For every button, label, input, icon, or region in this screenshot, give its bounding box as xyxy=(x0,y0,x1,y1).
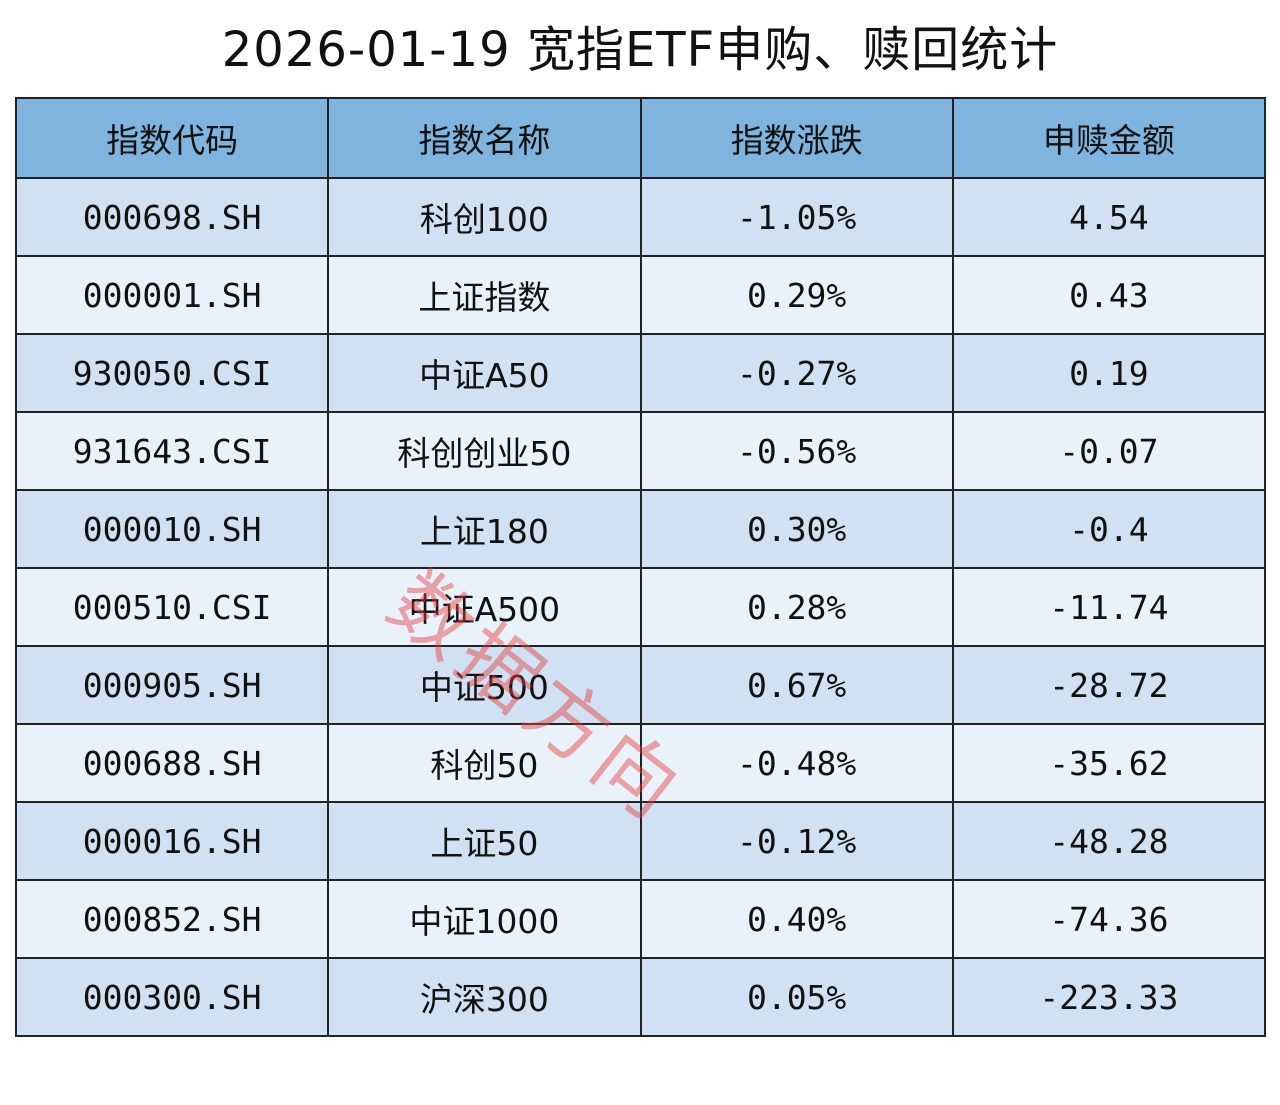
table-row: 000510.CSI 中证A500 0.28% -11.74 xyxy=(14,567,1267,647)
table-row: 931643.CSI 科创创业50 -0.56% -0.07 xyxy=(14,411,1267,491)
table-cell: -223.33 xyxy=(951,957,1267,1037)
table-cell: -35.62 xyxy=(951,723,1267,803)
table-cell: 中证1000 xyxy=(327,879,642,959)
table-row: 000905.SH 中证500 0.67% -28.72 xyxy=(14,645,1267,725)
table-cell: -0.56% xyxy=(639,411,954,491)
table-cell: 0.19 xyxy=(951,333,1267,413)
table-row: 000698.SH 科创100 -1.05% 4.54 xyxy=(14,177,1267,257)
table-cell: 上证50 xyxy=(327,801,642,881)
table-cell: 000510.CSI xyxy=(14,567,330,647)
table-cell: 000300.SH xyxy=(14,957,330,1037)
data-table: 指数代码 指数名称 指数涨跌 申赎金额 000698.SH 科创100 -1.05% 4.5… xyxy=(14,97,1267,1037)
table-cell: 000010.SH xyxy=(14,489,330,569)
header-cell: 指数名称 xyxy=(327,97,642,179)
table-cell: 科创100 xyxy=(327,177,642,257)
table-row: 000001.SH 上证指数 0.29% 0.43 xyxy=(14,255,1267,335)
table-cell: 0.29% xyxy=(639,255,954,335)
table-cell: -28.72 xyxy=(951,645,1267,725)
table-cell: 000688.SH xyxy=(14,723,330,803)
table-cell: 0.28% xyxy=(639,567,954,647)
table-body: 000698.SH 科创100 -1.05% 4.54 000001.SH 上证指数 0.2… xyxy=(14,177,1267,1037)
table-cell: 931643.CSI xyxy=(14,411,330,491)
table-row: 000688.SH 科创50 -0.48% -35.62 xyxy=(14,723,1267,803)
header-cell: 指数涨跌 xyxy=(639,97,954,179)
table-row: 000016.SH 上证50 -0.12% -48.28 xyxy=(14,801,1267,881)
table-cell: 000698.SH xyxy=(14,177,330,257)
table-cell: 0.05% xyxy=(639,957,954,1037)
table-cell: -48.28 xyxy=(951,801,1267,881)
table-cell: -0.12% xyxy=(639,801,954,881)
table-cell: 000905.SH xyxy=(14,645,330,725)
table-cell: -0.48% xyxy=(639,723,954,803)
table-cell: -0.4 xyxy=(951,489,1267,569)
table-cell: 上证指数 xyxy=(327,255,642,335)
table-cell: 中证500 xyxy=(327,645,642,725)
table-cell: 上证180 xyxy=(327,489,642,569)
title: 2026-01-19 宽指ETF申购、赎回统计 xyxy=(221,22,1059,78)
table-row: 000852.SH 中证1000 0.40% -74.36 xyxy=(14,879,1267,959)
table-cell: 中证A50 xyxy=(327,333,642,413)
table-cell: 0.43 xyxy=(951,255,1267,335)
table-cell: 000852.SH xyxy=(14,879,330,959)
header-row: 指数代码 指数名称 指数涨跌 申赎金额 xyxy=(14,97,1267,179)
table-row: 000300.SH 沪深300 0.05% -223.33 xyxy=(14,957,1267,1037)
table-cell: 4.54 xyxy=(951,177,1267,257)
table-row: 000010.SH 上证180 0.30% -0.4 xyxy=(14,489,1267,569)
table-cell: 0.30% xyxy=(639,489,954,569)
table-cell: 930050.CSI xyxy=(14,333,330,413)
table-cell: 000001.SH xyxy=(14,255,330,335)
table-cell: 科创50 xyxy=(327,723,642,803)
table-cell: 科创创业50 xyxy=(327,411,642,491)
table-cell: 000016.SH xyxy=(14,801,330,881)
table-cell: -1.05% xyxy=(639,177,954,257)
table-cell: -74.36 xyxy=(951,879,1267,959)
table-cell: 0.67% xyxy=(639,645,954,725)
header-cell: 申赎金额 xyxy=(951,97,1267,179)
table-cell: -0.07 xyxy=(951,411,1267,491)
table-cell: 中证A500 xyxy=(327,567,642,647)
table-cell: 沪深300 xyxy=(327,957,642,1037)
header-cell: 指数代码 xyxy=(14,97,330,179)
table-cell: 0.40% xyxy=(639,879,954,959)
table-cell: -0.27% xyxy=(639,333,954,413)
table-row: 930050.CSI 中证A50 -0.27% 0.19 xyxy=(14,333,1267,413)
table-cell: -11.74 xyxy=(951,567,1267,647)
